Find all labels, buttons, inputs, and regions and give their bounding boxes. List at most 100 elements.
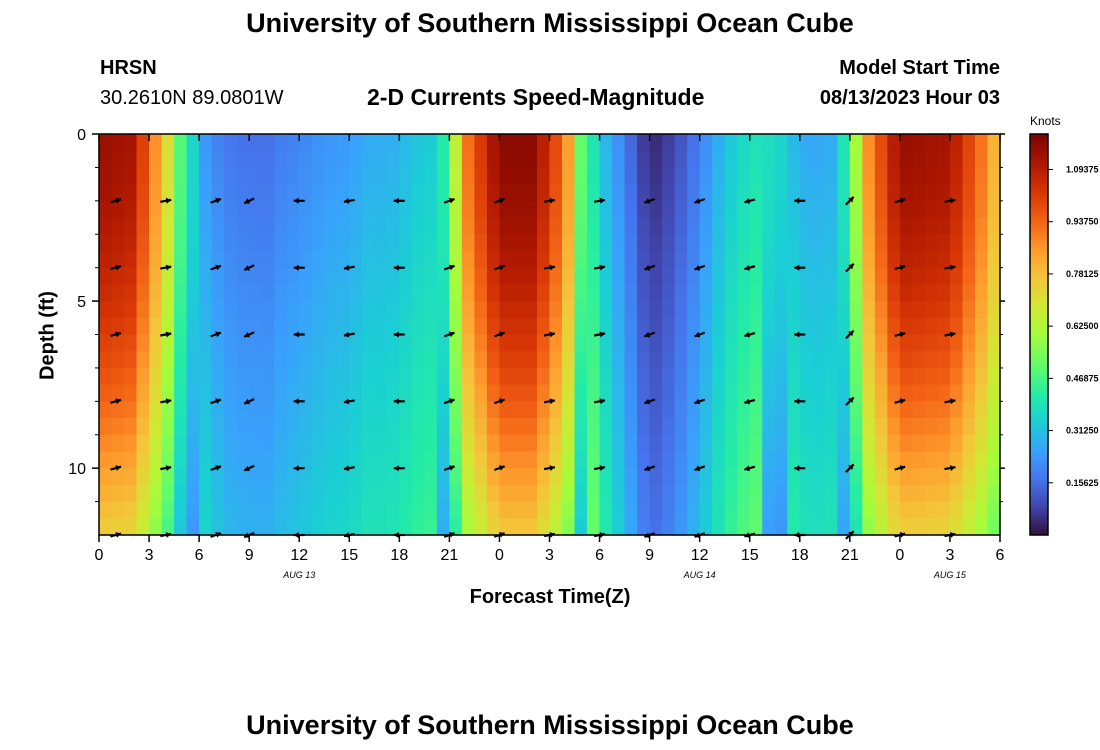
heatmap-cell [174, 501, 188, 519]
current-arrow [694, 264, 706, 271]
heatmap-cell [987, 468, 1001, 486]
heatmap-cell [236, 301, 250, 319]
heatmap-cell [687, 418, 701, 436]
current-arrow [845, 396, 855, 406]
heatmap-cell [524, 351, 538, 369]
heatmap-cell [186, 217, 200, 235]
heatmap-cell [887, 234, 901, 252]
heatmap-cell [724, 501, 738, 519]
heatmap-cell [486, 468, 501, 486]
heatmap-cell [436, 134, 450, 152]
heatmap-cell [687, 367, 701, 386]
heatmap-cell [374, 267, 388, 285]
heatmap-cell [324, 234, 338, 252]
heatmap-cell [699, 317, 713, 336]
heatmap-cell [837, 401, 851, 419]
heatmap-cell [762, 434, 776, 453]
heatmap-cell [174, 317, 188, 336]
heatmap-cell [411, 134, 425, 152]
heatmap-cell [186, 468, 200, 486]
heatmap-cell [649, 518, 663, 536]
heatmap-cell [774, 351, 788, 369]
heatmap-cell [386, 451, 400, 469]
heatmap-cell [887, 401, 901, 419]
heatmap-cell [687, 250, 701, 269]
heatmap-cell [524, 418, 538, 436]
heatmap-cell [924, 418, 939, 436]
heatmap-cell [637, 317, 651, 336]
heatmap-cell [974, 267, 989, 285]
heatmap-cell [774, 418, 788, 436]
heatmap-cell [949, 484, 964, 503]
heatmap-cell [587, 367, 601, 386]
heatmap-cell [837, 317, 851, 336]
heatmap-cell [774, 451, 788, 469]
heatmap-cell [812, 451, 826, 469]
heatmap-cell [649, 284, 663, 302]
heatmap-cell [511, 451, 526, 469]
heatmap-cell [962, 250, 976, 269]
heatmap-cell [624, 367, 638, 386]
current-arrow [543, 264, 556, 271]
x-tick-label: 9 [645, 547, 654, 564]
heatmap-cell [474, 301, 488, 319]
heatmap-cell [549, 434, 563, 453]
heatmap-cell [324, 284, 338, 302]
heatmap-cell [674, 267, 688, 285]
heatmap-cell [562, 351, 576, 369]
heatmap-cell [824, 401, 838, 419]
heatmap-cell [662, 501, 676, 519]
current-arrow [160, 331, 172, 338]
heatmap-cell [161, 367, 175, 386]
heatmap-cell [299, 217, 313, 235]
heatmap-cell [474, 401, 488, 419]
heatmap-cell [374, 367, 388, 386]
heatmap-cell [361, 267, 375, 285]
heatmap-cell [136, 401, 150, 419]
current-arrow [243, 398, 255, 405]
heatmap-cell [874, 484, 888, 503]
heatmap-cell [324, 451, 338, 469]
x-tick-label: 18 [390, 547, 408, 564]
heatmap-cell [799, 317, 813, 336]
heatmap-cell [737, 167, 751, 185]
heatmap-cell [574, 518, 588, 536]
heatmap-cell [386, 150, 400, 169]
heatmap-cell [762, 200, 776, 219]
heatmap-cell [587, 184, 601, 202]
heatmap-cell [849, 217, 863, 235]
heatmap-cell [612, 401, 626, 419]
heatmap-cell [436, 501, 450, 519]
heatmap-cell [474, 518, 488, 536]
heatmap-cell [962, 451, 976, 469]
heatmap-cell [587, 150, 601, 169]
heatmap-cell [699, 418, 713, 436]
heatmap-cell [724, 200, 738, 219]
heatmap-cell [762, 501, 776, 519]
heatmap-cell [912, 384, 926, 402]
heatmap-cell [674, 184, 688, 202]
heatmap-cell [799, 418, 813, 436]
heatmap-cell [912, 167, 926, 185]
heatmap-cell [612, 384, 626, 402]
heatmap-cell [124, 200, 138, 219]
heatmap-cell [937, 418, 951, 436]
heatmap-cell [899, 267, 913, 285]
heatmap-cell [199, 468, 213, 486]
heatmap-cell [974, 367, 989, 386]
heatmap-cell [486, 418, 501, 436]
heatmap-cell [624, 234, 638, 252]
heatmap-cell [562, 484, 576, 503]
heatmap-cell [799, 134, 813, 152]
heatmap-cell [261, 234, 275, 252]
heatmap-cell [562, 434, 576, 453]
heatmap-cell [261, 384, 275, 402]
heatmap-cell [361, 250, 375, 269]
heatmap-cell [474, 367, 488, 386]
heatmap-cell [862, 501, 876, 519]
heatmap-cell [311, 250, 325, 269]
heatmap-cell [336, 234, 350, 252]
heatmap-cell [687, 200, 701, 219]
heatmap-cell [937, 301, 951, 319]
heatmap-cell [962, 217, 976, 235]
